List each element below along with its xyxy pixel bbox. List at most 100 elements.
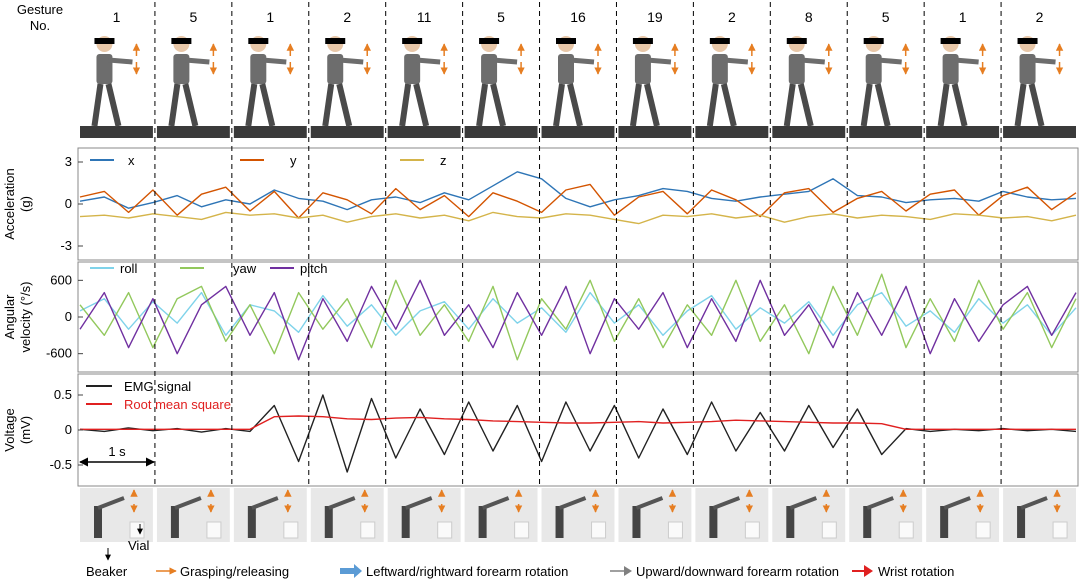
legend-label-y: y <box>290 153 297 168</box>
y-tick-label: 0.5 <box>54 387 72 402</box>
vial-label: Vial <box>128 538 150 553</box>
legend-label-rms: Root mean square <box>124 397 231 412</box>
robot-photo <box>310 488 384 542</box>
gesture-photo <box>695 36 769 138</box>
y-tick-label: 600 <box>50 272 72 287</box>
legend-arrowhead-leftright <box>354 564 362 578</box>
angular-legend: roll yaw pitch <box>90 261 327 276</box>
gesture-photo <box>387 36 461 138</box>
angular-ylabel-line2: velocity (°/s) <box>18 282 33 353</box>
legend-arrowhead-wrist <box>864 565 873 577</box>
angular-velocity-panel: 600 0 -600 Angular velocity (°/s) roll yaw… <box>2 261 1079 373</box>
gesture-number: 16 <box>570 9 586 25</box>
robot-photo <box>926 488 1000 542</box>
gesture-photo <box>233 36 307 138</box>
legend-wrist: Wrist rotation <box>878 564 954 579</box>
series-line <box>79 279 1077 361</box>
robot-photo <box>233 488 307 542</box>
gesture-photo <box>310 36 384 138</box>
angular-velocity-frame <box>77 261 1079 373</box>
legend-label-roll: roll <box>120 261 137 276</box>
gesture-photo <box>464 36 538 138</box>
voltage-ylabel-line2: (mV) <box>18 416 33 444</box>
voltage-legend: EMG signal Root mean square <box>86 379 231 412</box>
robot-photo <box>80 488 153 542</box>
voltage-ylabel-line1: Voltage <box>2 408 17 451</box>
gesture-photo <box>926 36 1000 138</box>
legend-leftright: Leftward/rightward forearm rotation <box>366 564 568 579</box>
robot-photo <box>849 488 923 542</box>
gesture-photo <box>156 36 230 138</box>
y-tick-label: -600 <box>46 346 72 361</box>
angular-velocity-y-ticks: 600 0 -600 <box>46 272 83 361</box>
beaker-label: Beaker <box>86 564 128 579</box>
legend-grasping: Grasping/releasing <box>180 564 289 579</box>
y-tick-label: 3 <box>65 154 72 169</box>
legend-label-emg: EMG signal <box>124 379 191 394</box>
gesture-number: 5 <box>189 9 197 25</box>
y-tick-label: -0.5 <box>50 457 72 472</box>
robot-photo <box>695 488 769 542</box>
gesture-number: 5 <box>497 9 505 25</box>
robot-photo <box>772 488 846 542</box>
series-line <box>79 183 1077 219</box>
gesture-number: 1 <box>266 9 274 25</box>
y-tick-label: 0 <box>65 422 72 437</box>
robot-photo <box>541 488 615 542</box>
gesture-header-line1: Gesture <box>17 2 63 17</box>
acceleration-ylabel-line2: (g) <box>18 196 33 212</box>
gesture-legend: Grasping/releasing Leftward/rightward fo… <box>156 564 954 579</box>
legend-label-pitch: pitch <box>300 261 327 276</box>
gesture-number: 19 <box>647 9 663 25</box>
robot-photo <box>464 488 538 542</box>
angular-ylabel-line1: Angular <box>2 294 17 339</box>
gesture-photo <box>541 36 615 138</box>
voltage-series <box>79 394 1077 473</box>
angular-velocity-series <box>79 273 1077 361</box>
gesture-number: 5 <box>882 9 890 25</box>
y-tick-label: 0 <box>65 309 72 324</box>
gesture-photo-strip <box>80 36 1076 138</box>
acceleration-legend: x y z <box>90 153 447 168</box>
gesture-photo <box>772 36 846 138</box>
gesture-number: 2 <box>728 9 736 25</box>
legend-label-x: x <box>128 153 135 168</box>
gesture-photo <box>618 36 692 138</box>
gesture-number: 2 <box>343 9 351 25</box>
gesture-number: 1 <box>113 9 121 25</box>
legend-updown: Upward/downward forearm rotation <box>636 564 839 579</box>
series-line <box>79 291 1077 336</box>
time-scale-label: 1 s <box>108 444 126 459</box>
gesture-photo <box>1003 36 1076 138</box>
legend-arrowhead-updown <box>624 566 632 576</box>
robot-photo <box>618 488 692 542</box>
legend-label-z: z <box>440 153 447 168</box>
series-line <box>79 171 1077 211</box>
gesture-number: 8 <box>805 9 813 25</box>
legend-arrow-leftright <box>340 568 354 574</box>
gesture-header-line2: No. <box>30 18 50 33</box>
y-tick-label: -3 <box>60 238 72 253</box>
gesture-photo <box>80 36 153 138</box>
gesture-photo <box>849 36 923 138</box>
acceleration-frame <box>77 147 1079 261</box>
series-line <box>80 415 1076 430</box>
gesture-number-row: 1 5 1 2 11 5 16 19 2 8 5 1 2 <box>113 9 1044 25</box>
voltage-y-ticks: 0.5 0 -0.5 <box>50 387 83 472</box>
acceleration-y-ticks: 3 0 -3 <box>60 154 83 253</box>
acceleration-series <box>79 171 1077 225</box>
acceleration-ylabel-line1: Acceleration <box>2 168 17 240</box>
y-tick-label: 0 <box>65 196 72 211</box>
robot-photo <box>387 488 461 542</box>
gesture-number: 2 <box>1036 9 1044 25</box>
gesture-number: 1 <box>959 9 967 25</box>
robot-photo <box>156 488 230 542</box>
robot-photo <box>1003 488 1076 542</box>
series-line <box>79 273 1077 361</box>
series-line <box>79 211 1077 225</box>
voltage-frame <box>77 373 1079 487</box>
legend-label-yaw: yaw <box>233 261 257 276</box>
gesture-number: 11 <box>417 9 432 25</box>
robot-photo-strip <box>80 488 1076 542</box>
